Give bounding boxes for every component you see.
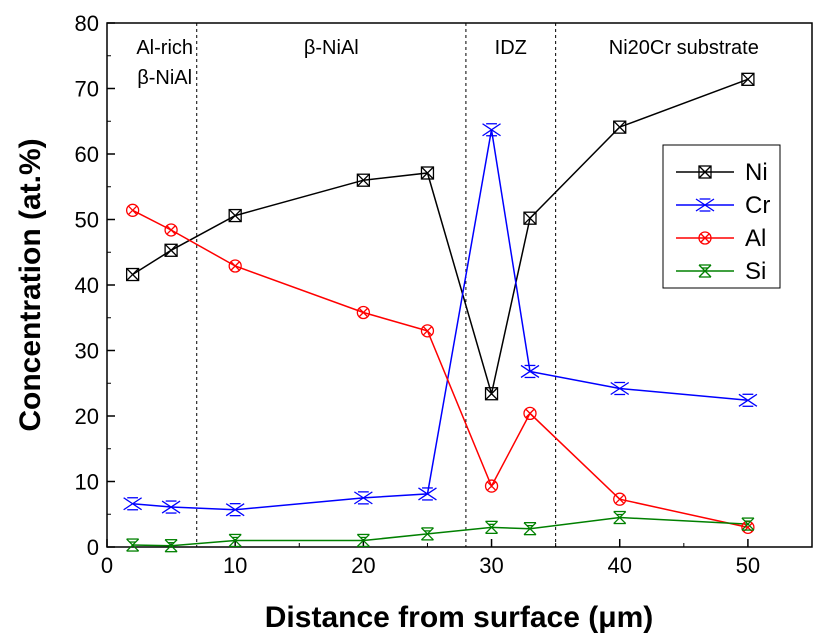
- y-tick-label: 10: [75, 470, 99, 495]
- legend-item-cr: Cr: [676, 192, 770, 219]
- data-point-si: [613, 510, 627, 525]
- x-tick-label: 30: [479, 553, 503, 578]
- y-axis-title: Concentration (at.%): [14, 138, 47, 431]
- data-point-ni: [164, 243, 178, 257]
- x-tick-label: 40: [607, 553, 631, 578]
- x-tick-label: 20: [351, 553, 375, 578]
- x-tick-label: 0: [101, 553, 113, 578]
- data-point-si: [126, 538, 140, 552]
- data-point-cr: [520, 364, 540, 379]
- data-point-cr: [161, 500, 181, 514]
- data-point-al: [523, 406, 537, 421]
- x-tick-label: 50: [736, 553, 760, 578]
- x-axis-title: Distance from surface (μm): [265, 601, 653, 634]
- series-line-al: [132, 209, 749, 529]
- legend-label: Cr: [745, 192, 770, 219]
- legend: Ni Cr Al Si: [662, 144, 781, 289]
- data-point-al: [420, 324, 435, 338]
- data-point-si: [420, 527, 434, 541]
- legend-marker: [698, 264, 712, 278]
- data-point-si: [228, 533, 242, 548]
- region-label: Al-rich: [136, 37, 193, 59]
- data-point-ni: [228, 208, 242, 223]
- data-point-al: [164, 223, 178, 237]
- y-axis: 0 10 20 30 40 50 60 70 80: [75, 11, 115, 560]
- region-label: IDZ: [495, 37, 527, 59]
- series-markers: [123, 72, 758, 553]
- x-axis: 0 10 20 30 40 50: [101, 539, 760, 578]
- data-point-ni: [356, 173, 371, 187]
- region-labels: Al-rich β-NiAl β-NiAl IDZ Ni20Cr substrate: [136, 37, 759, 89]
- data-point-al: [484, 479, 499, 493]
- data-point-al: [228, 259, 242, 273]
- legend-label: Ni: [745, 159, 768, 186]
- data-point-si: [485, 520, 499, 534]
- x-tick-label: 10: [223, 553, 247, 578]
- y-tick-label: 0: [87, 535, 99, 560]
- region-label: β-NiAl: [304, 37, 359, 59]
- data-point-si: [523, 522, 537, 536]
- y-tick-label: 30: [75, 339, 99, 364]
- data-point-cr: [123, 497, 142, 511]
- region-label: β-NiAl: [137, 67, 192, 89]
- data-point-cr: [418, 487, 437, 501]
- region-label: Ni20Cr substrate: [609, 37, 759, 59]
- legend-marker: [695, 198, 715, 212]
- legend-label: Al: [745, 225, 766, 252]
- data-point-ni: [484, 387, 499, 401]
- legend-label: Si: [745, 258, 766, 285]
- legend-item-si: Si: [676, 258, 766, 285]
- data-point-ni: [523, 211, 537, 225]
- series-line-cr: [132, 129, 748, 511]
- y-tick-label: 20: [75, 404, 99, 429]
- y-tick-label: 50: [75, 208, 99, 233]
- data-point-cr: [738, 393, 758, 407]
- y-tick-label: 40: [75, 273, 99, 298]
- data-point-cr: [225, 503, 245, 517]
- data-point-al: [356, 305, 371, 320]
- data-point-al: [741, 520, 755, 534]
- data-point-al: [125, 203, 140, 217]
- data-point-ni: [741, 72, 755, 86]
- legend-marker: [698, 165, 712, 179]
- data-point-cr: [482, 123, 501, 137]
- region-boundaries: [196, 23, 557, 547]
- data-point-ni: [613, 120, 627, 134]
- data-point-al: [613, 492, 627, 506]
- data-point-si: [164, 539, 178, 553]
- legend-marker: [698, 231, 712, 245]
- series-line-si: [132, 516, 748, 547]
- y-tick-label: 70: [75, 77, 99, 102]
- series-lines: [132, 78, 749, 547]
- legend-item-ni: Ni: [676, 159, 768, 186]
- data-point-ni: [420, 166, 435, 180]
- data-point-ni: [125, 267, 140, 282]
- legend-item-al: Al: [676, 225, 766, 252]
- data-point-cr: [354, 491, 373, 505]
- data-point-si: [741, 517, 755, 531]
- legend-box: [662, 144, 781, 289]
- data-point-si: [356, 533, 370, 548]
- data-point-cr: [610, 381, 630, 396]
- series-line-ni: [132, 78, 749, 394]
- y-tick-label: 60: [75, 142, 99, 167]
- y-tick-label: 80: [75, 11, 99, 36]
